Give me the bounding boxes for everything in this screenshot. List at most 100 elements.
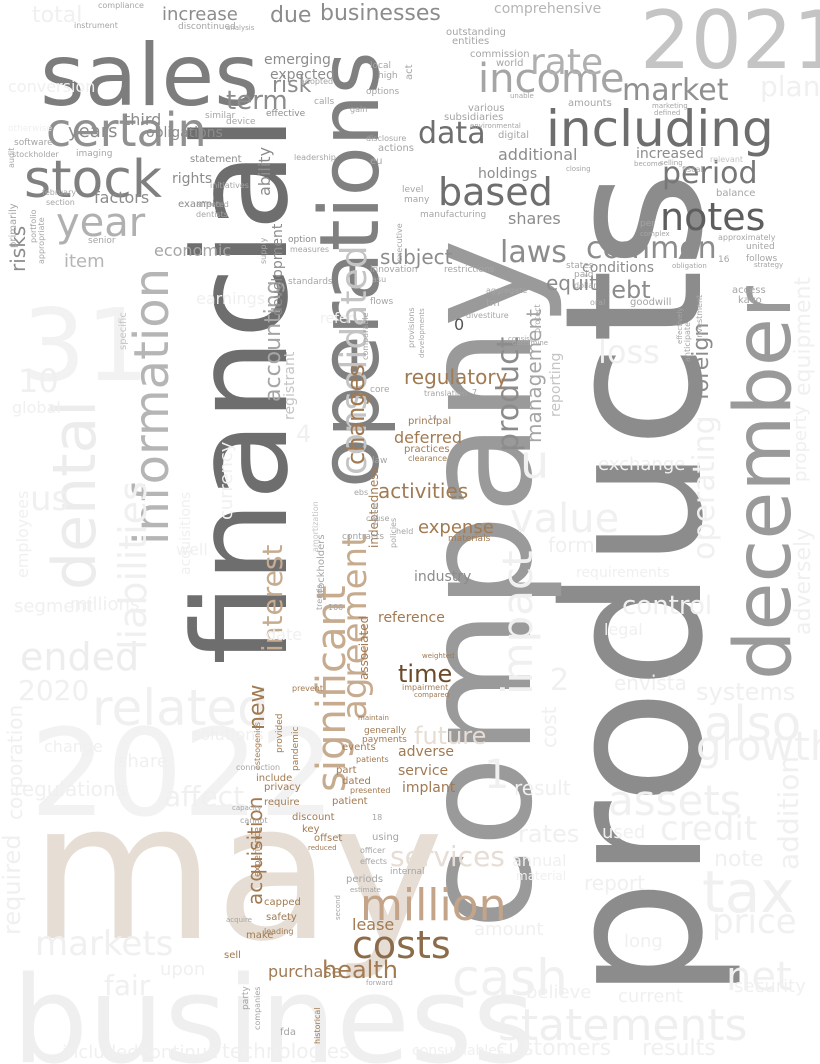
cloud-word: 2020 <box>18 674 89 707</box>
cloud-word: interest <box>256 545 289 652</box>
cloud-word: states <box>566 261 594 271</box>
cloud-word: currency <box>216 441 237 520</box>
cloud-word: law <box>372 456 387 466</box>
cloud-word: ended <box>20 635 139 679</box>
cloud-word: form <box>548 533 595 557</box>
cloud-word: including <box>546 100 774 158</box>
cloud-word: adopted <box>300 77 333 86</box>
cloud-word: practices <box>404 444 450 455</box>
cloud-word: addition <box>772 756 805 870</box>
cloud-word: emerging <box>264 52 331 68</box>
cloud-word: regulations <box>14 777 126 801</box>
cloud-word: investment <box>695 295 704 340</box>
cloud-word: income <box>478 56 625 102</box>
cloud-word: imaging <box>76 149 112 159</box>
cloud-word: u <box>520 435 549 489</box>
cloud-word: united <box>746 242 775 252</box>
cloud-word: example <box>178 199 221 210</box>
cloud-word: flows <box>370 297 394 307</box>
cloud-word: technologies <box>222 1039 350 1063</box>
cloud-word: 31 <box>22 287 149 404</box>
cloud-word: shares <box>508 209 561 228</box>
cloud-word: stockholders <box>316 534 327 598</box>
cloud-word: maintain <box>358 714 389 722</box>
cloud-word: option <box>288 235 316 245</box>
cloud-word: long <box>624 931 663 952</box>
cloud-word: envista <box>614 671 687 695</box>
cloud-word: audit <box>7 148 16 168</box>
cloud-word: divestiture <box>466 311 509 320</box>
cloud-word: act <box>404 64 415 80</box>
cloud-word: marketing <box>652 102 688 110</box>
cloud-word: due <box>270 3 311 28</box>
cloud-word: local <box>370 61 391 71</box>
cloud-word: markets <box>35 924 173 964</box>
cloud-word: 0 <box>454 315 464 334</box>
cloud-word: us <box>30 479 69 519</box>
cloud-word: tax <box>702 858 795 926</box>
cloud-word: materials <box>448 534 491 544</box>
cloud-word: significant <box>309 585 355 792</box>
cloud-word: using <box>372 832 399 843</box>
cloud-word: goodwill <box>630 297 671 308</box>
cloud-word: report <box>584 871 645 895</box>
cloud-word: ebs <box>354 488 368 497</box>
cloud-word: 10 <box>18 362 59 400</box>
cloud-word: require <box>264 797 300 808</box>
cloud-word: systems <box>696 678 795 706</box>
cloud-word: disclosure <box>366 134 406 143</box>
cloud-word: experience <box>253 827 263 877</box>
cloud-word: dated <box>342 776 371 787</box>
cloud-word: future <box>414 722 486 750</box>
cloud-word: pandemic <box>291 727 301 771</box>
cloud-word: legal <box>604 620 643 639</box>
cloud-word: reference <box>378 610 445 626</box>
cloud-word: payments <box>362 735 407 745</box>
cloud-word: lease <box>352 915 394 934</box>
cloud-word: anticipate <box>683 322 692 362</box>
cloud-word: value <box>510 496 619 542</box>
cloud-word: fiscal <box>682 165 703 174</box>
cloud-word: osteogenics <box>253 722 262 770</box>
cloud-word: otherwise <box>8 124 53 134</box>
cloud-word: commission <box>470 49 530 60</box>
cloud-word: consolidated <box>334 246 375 475</box>
cloud-word: rate <box>530 42 603 83</box>
cloud-word: foreign <box>689 323 714 400</box>
cloud-word: impairment <box>402 683 448 692</box>
cloud-word: increase <box>162 4 238 25</box>
cloud-word: refer <box>320 311 354 327</box>
cloud-word: period <box>662 156 758 191</box>
cloud-word: holdings <box>478 166 537 182</box>
cloud-word: provided <box>275 713 285 753</box>
cloud-word: held <box>396 527 413 536</box>
cloud-word: fair <box>104 969 151 1002</box>
cloud-word: well <box>176 540 208 559</box>
cloud-word: level <box>402 185 423 195</box>
cloud-word: used <box>602 822 645 843</box>
cloud-word: sell <box>224 950 241 961</box>
cloud-word: economic <box>154 241 231 260</box>
cloud-word: december <box>719 285 809 680</box>
cloud-word: customers <box>496 1036 611 1061</box>
cloud-word: policies <box>389 518 398 548</box>
cloud-word: restrictions <box>444 265 495 275</box>
cloud-word: forward <box>366 979 393 987</box>
cloud-word: effects <box>360 857 387 866</box>
cloud-word: 4 <box>296 420 311 448</box>
cloud-word: business <box>12 952 535 1064</box>
cloud-word: risks <box>6 226 30 272</box>
cloud-word: development <box>270 223 286 316</box>
cloud-word: capped <box>264 897 301 908</box>
cloud-word: device <box>226 117 256 127</box>
cloud-word: kavo <box>738 295 762 306</box>
cloud-word: million <box>360 880 507 931</box>
cloud-word: initiatives <box>210 181 249 190</box>
cloud-word: software <box>14 138 53 148</box>
cloud-word: reduced <box>308 844 337 852</box>
cloud-word: innovation <box>370 265 418 275</box>
cloud-word: specific <box>118 312 129 350</box>
cloud-word: determine <box>512 339 548 347</box>
cloud-word: outstanding <box>446 27 506 38</box>
